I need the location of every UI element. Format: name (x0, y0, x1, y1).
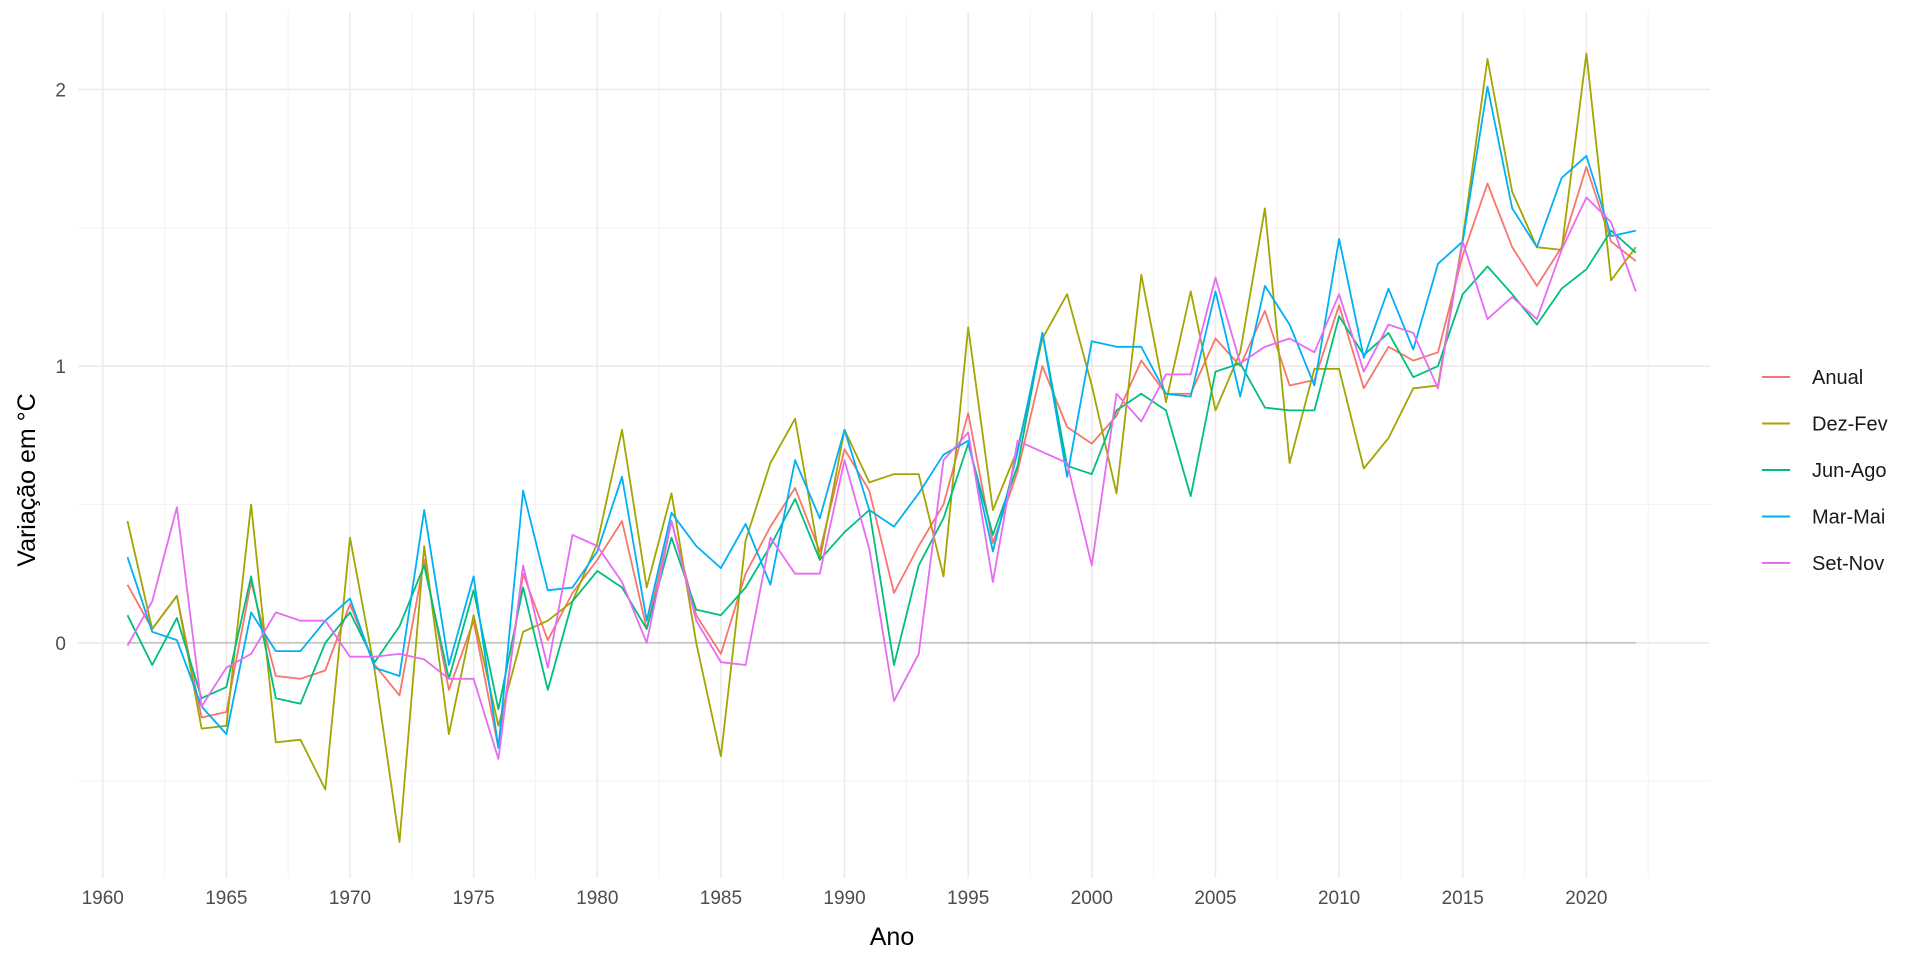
x-tick-label: 2005 (1194, 888, 1236, 909)
x-tick-label: 1960 (82, 888, 124, 909)
grid-layer (78, 12, 1710, 878)
legend-label: Set-Nov (1812, 553, 1884, 575)
series-line-dez-fev (126, 52, 1637, 843)
legend-item: Set-Nov (1762, 553, 1884, 575)
legend-label: Jun-Ago (1812, 460, 1887, 482)
y-tick-label: 1 (55, 357, 66, 378)
x-tick-label: 1985 (700, 888, 742, 909)
legend-label: Mar-Mai (1812, 507, 1885, 529)
legend-label: Anual (1812, 367, 1863, 389)
series-line-mar-mai (126, 85, 1636, 749)
y-tick-label: 2 (55, 80, 66, 101)
x-tick-label: 1970 (329, 888, 371, 909)
x-tick-label: 2010 (1318, 888, 1360, 909)
x-axis-title: Ano (870, 923, 914, 951)
legend: Anual Dez-Fev Jun-Ago Mar-Mai Set-Nov (1762, 367, 1888, 575)
x-tick-label: 1990 (823, 888, 865, 909)
x-tick-label: 2020 (1565, 888, 1607, 909)
x-tick-label: 2000 (1071, 888, 1113, 909)
x-tick-label: 1975 (452, 888, 494, 909)
x-tick-label: 1965 (205, 888, 247, 909)
series-line-jun-ago (126, 229, 1637, 711)
x-tick-label: 1980 (576, 888, 618, 909)
legend-item: Mar-Mai (1762, 507, 1885, 529)
y-axis-title: Variação em °C (13, 393, 41, 567)
x-tick-label: 2015 (1442, 888, 1484, 909)
series-line-anual (126, 165, 1637, 749)
series-layer (126, 52, 1637, 843)
x-tick-label: 1995 (947, 888, 989, 909)
x-axis-ticks: 1960 1965 1970 1975 1980 1985 1990 1995 2000 2005… (82, 888, 1608, 909)
y-tick-label: 0 (55, 634, 66, 655)
legend-item: Jun-Ago (1762, 460, 1887, 482)
legend-label: Dez-Fev (1812, 414, 1888, 436)
y-axis-ticks: 0 1 2 (55, 80, 66, 654)
legend-item: Dez-Fev (1762, 414, 1888, 436)
series-line-set-nov (126, 196, 1637, 760)
legend-item: Anual (1762, 367, 1863, 389)
